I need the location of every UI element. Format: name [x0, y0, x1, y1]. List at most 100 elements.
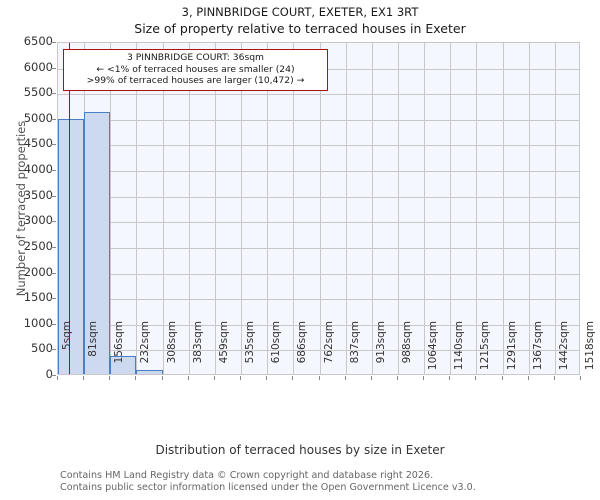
x-tick-label: 913sqm [374, 321, 387, 364]
y-tick-mark [51, 170, 56, 172]
x-tick-mark [187, 376, 189, 380]
x-tick-label: 1518sqm [584, 321, 596, 371]
x-tick-mark [553, 376, 555, 380]
gridline-vertical [371, 43, 373, 374]
gridline-vertical [397, 43, 399, 374]
x-tick-label: 686sqm [296, 321, 309, 364]
gridline-vertical [345, 43, 347, 374]
gridline-vertical [162, 43, 164, 374]
x-tick-mark [580, 376, 581, 380]
gridline-horizontal [58, 247, 579, 249]
footer-line-2: Contains public sector information licen… [60, 481, 476, 493]
y-tick-mark [51, 144, 56, 146]
gridline-vertical [241, 43, 243, 374]
gridline-horizontal [58, 145, 579, 147]
y-tick-mark [51, 195, 56, 197]
y-tick-mark [51, 272, 56, 274]
y-tick-label: 3000 [23, 213, 53, 228]
gridline-horizontal [58, 196, 579, 198]
annotation-line-2: ← <1% of terraced houses are smaller (24… [96, 63, 295, 75]
x-tick-label: 1064sqm [427, 321, 440, 371]
gridline-horizontal [58, 299, 579, 301]
x-tick-mark [396, 376, 398, 380]
x-tick-label: 762sqm [322, 321, 335, 364]
x-tick-mark [475, 376, 477, 380]
x-tick-label: 535sqm [244, 321, 257, 364]
y-tick-label: 1000 [23, 315, 53, 330]
gridline-vertical [554, 43, 556, 374]
gridline-vertical [188, 43, 190, 374]
x-tick-label: 610sqm [270, 321, 283, 364]
plot-area [57, 42, 580, 375]
annotation-callout: 3 PINNBRIDGE COURT: 36sqm ← <1% of terra… [63, 49, 328, 91]
title-block: 3, PINNBRIDGE COURT, EXETER, EX1 3RT Siz… [0, 4, 600, 38]
gridline-vertical [319, 43, 321, 374]
x-tick-mark [501, 376, 503, 380]
x-tick-mark [423, 376, 425, 380]
y-tick-mark [51, 118, 56, 120]
histogram-bar [84, 112, 111, 374]
y-tick-mark [51, 349, 56, 351]
x-tick-mark [161, 376, 163, 380]
gridline-vertical [110, 43, 112, 374]
y-tick-label: 5500 [23, 85, 53, 100]
x-tick-label: 837sqm [348, 321, 361, 364]
gridline-horizontal [58, 94, 579, 96]
x-tick-mark [449, 376, 451, 380]
x-tick-label: 232sqm [139, 321, 152, 364]
gridline-vertical [476, 43, 478, 374]
gridline-horizontal [58, 171, 579, 173]
x-tick-mark [109, 376, 111, 380]
y-tick-mark [51, 42, 56, 43]
gridline-horizontal [58, 273, 579, 275]
histogram-bar [110, 355, 137, 374]
gridline-horizontal [58, 324, 579, 326]
property-marker-line [68, 43, 71, 374]
annotation-line-3: >99% of terraced houses are larger (10,4… [86, 75, 305, 87]
y-tick-label: 3500 [23, 187, 53, 202]
y-tick-label: 2000 [23, 264, 53, 279]
x-tick-label: 1140sqm [453, 321, 466, 371]
gridline-vertical [136, 43, 138, 374]
y-tick-mark [51, 93, 56, 95]
y-tick-label: 0 [45, 367, 53, 381]
x-tick-mark [344, 376, 346, 380]
y-tick-label: 6500 [23, 34, 53, 48]
gridline-vertical [293, 43, 295, 374]
annotation-line-1: 3 PINNBRIDGE COURT: 36sqm [126, 52, 265, 63]
x-tick-label: 156sqm [113, 321, 126, 364]
x-tick-label: 308sqm [165, 321, 178, 364]
x-tick-mark [240, 376, 242, 380]
gridline-horizontal [58, 119, 579, 121]
x-tick-label: 1215sqm [479, 321, 492, 371]
histogram-bar [136, 370, 163, 374]
x-tick-mark [213, 376, 215, 380]
x-tick-mark [527, 376, 529, 380]
x-tick-label: 5sqm [61, 321, 73, 351]
gridline-vertical [502, 43, 504, 374]
y-tick-label: 2500 [23, 238, 53, 253]
x-tick-mark [135, 376, 137, 380]
gridline-horizontal [58, 222, 579, 224]
chart-subtitle: Size of property relative to terraced ho… [134, 21, 466, 36]
x-tick-label: 1291sqm [505, 321, 518, 371]
y-tick-mark [51, 323, 56, 325]
x-tick-mark [83, 376, 85, 380]
gridline-horizontal [58, 350, 579, 352]
x-tick-label: 459sqm [217, 321, 230, 364]
y-tick-label: 4000 [23, 162, 53, 177]
y-tick-label: 5000 [23, 110, 53, 125]
gridline-vertical [267, 43, 269, 374]
y-tick-mark [51, 298, 56, 300]
x-tick-mark [370, 376, 372, 380]
x-tick-mark [266, 376, 268, 380]
x-tick-mark [57, 376, 58, 380]
x-tick-label: 383sqm [191, 321, 204, 364]
y-tick-mark [51, 221, 56, 223]
y-tick-mark [51, 67, 56, 69]
footer-line-1: Contains HM Land Registry data © Crown c… [60, 470, 434, 481]
x-tick-mark [292, 376, 294, 380]
x-tick-label: 1367sqm [531, 321, 544, 371]
x-axis-title: Distribution of terraced houses by size … [155, 443, 445, 457]
